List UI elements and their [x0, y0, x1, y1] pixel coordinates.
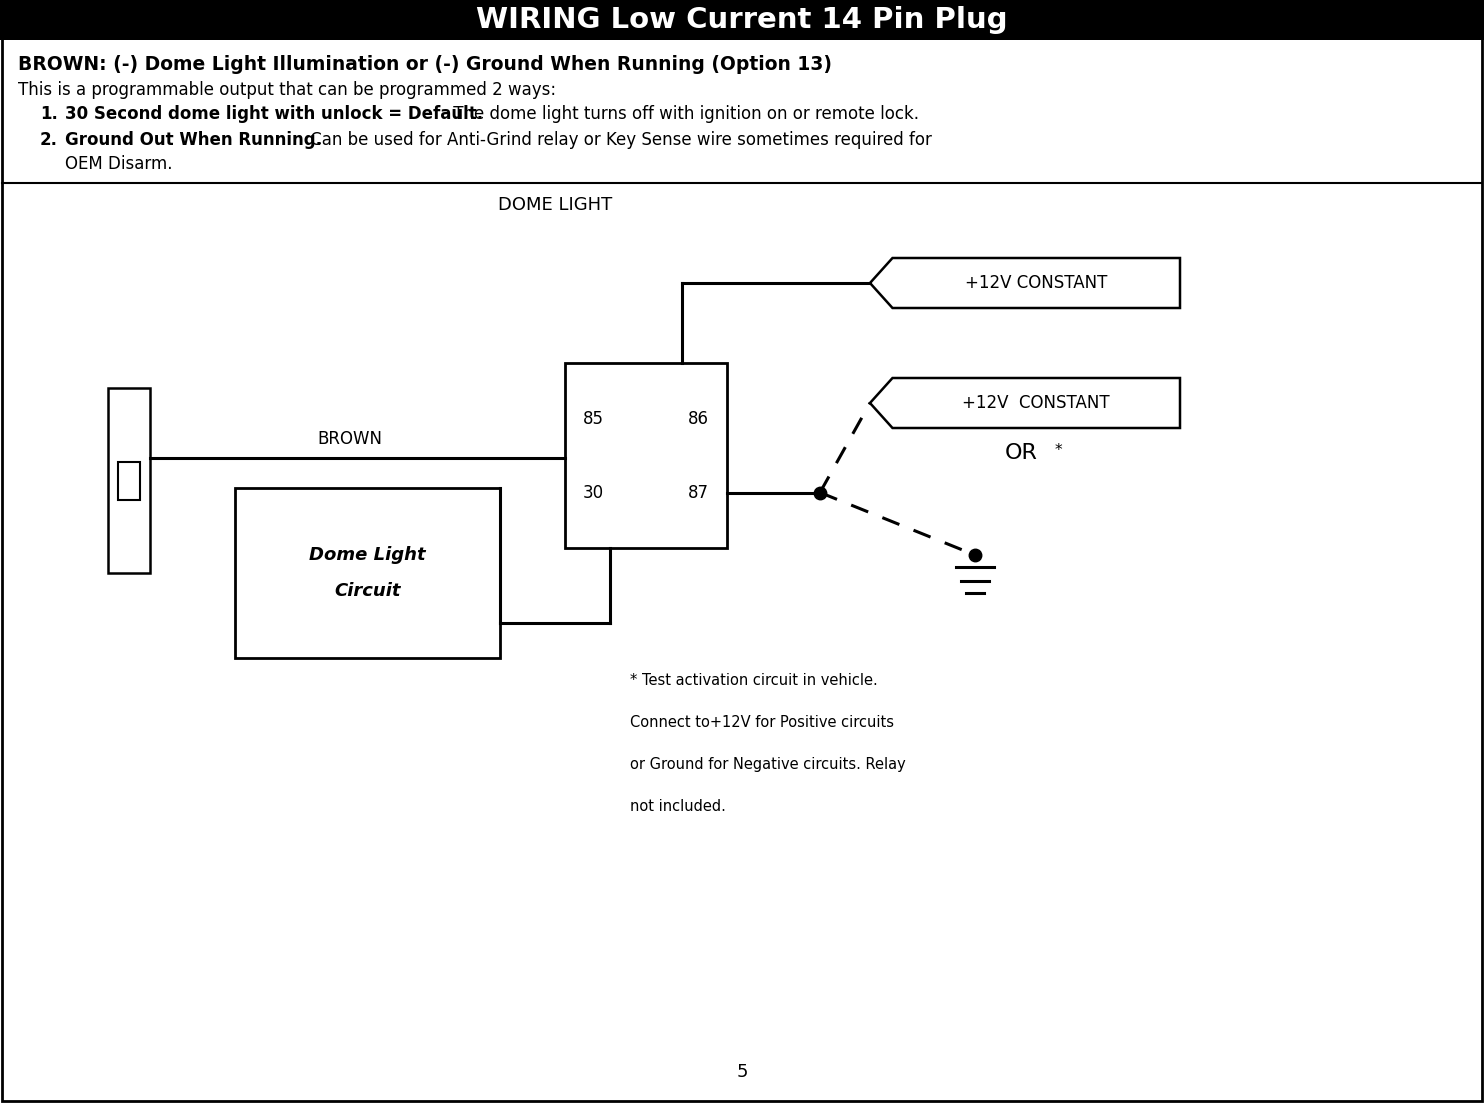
Text: 1.: 1. — [40, 105, 58, 124]
Text: 85: 85 — [583, 409, 604, 428]
Text: *: * — [1055, 443, 1063, 458]
Text: 5: 5 — [736, 1063, 748, 1081]
Text: The dome light turns off with ignition on or remote lock.: The dome light turns off with ignition o… — [448, 105, 919, 124]
Text: 2.: 2. — [40, 131, 58, 149]
Text: 87: 87 — [689, 483, 709, 502]
Text: BROWN: BROWN — [318, 430, 383, 448]
Bar — [119, 461, 139, 500]
Text: * Test activation circuit in vehicle.: * Test activation circuit in vehicle. — [631, 673, 877, 688]
Text: DOME LIGHT: DOME LIGHT — [497, 196, 611, 214]
Text: OEM Disarm.: OEM Disarm. — [65, 156, 172, 173]
Text: 30 Second dome light with unlock = Default.: 30 Second dome light with unlock = Defau… — [65, 105, 484, 124]
Text: This is a programmable output that can be programmed 2 ways:: This is a programmable output that can b… — [18, 81, 556, 99]
Text: 30: 30 — [583, 483, 604, 502]
Text: Ground Out When Running.: Ground Out When Running. — [65, 131, 322, 149]
Text: Connect to+12V for Positive circuits: Connect to+12V for Positive circuits — [631, 715, 893, 730]
Text: Can be used for Anti-Grind relay or Key Sense wire sometimes required for: Can be used for Anti-Grind relay or Key … — [306, 131, 932, 149]
Bar — [565, 363, 727, 548]
Text: or Ground for Negative circuits. Relay: or Ground for Negative circuits. Relay — [631, 757, 905, 772]
Text: not included.: not included. — [631, 799, 726, 814]
Text: Dome Light: Dome Light — [309, 546, 426, 564]
Bar — [0, 0, 1484, 40]
Text: +12V CONSTANT: +12V CONSTANT — [965, 274, 1107, 292]
Bar — [234, 488, 500, 658]
Text: Circuit: Circuit — [334, 582, 401, 600]
Text: WIRING Low Current 14 Pin Plug: WIRING Low Current 14 Pin Plug — [476, 6, 1008, 34]
Text: BROWN: (-) Dome Light Illumination or (-) Ground When Running (Option 13): BROWN: (-) Dome Light Illumination or (-… — [18, 55, 833, 74]
Text: 86: 86 — [689, 409, 709, 428]
Text: OR: OR — [1005, 443, 1037, 463]
Text: +12V  CONSTANT: +12V CONSTANT — [963, 394, 1110, 413]
Bar — [108, 388, 150, 572]
